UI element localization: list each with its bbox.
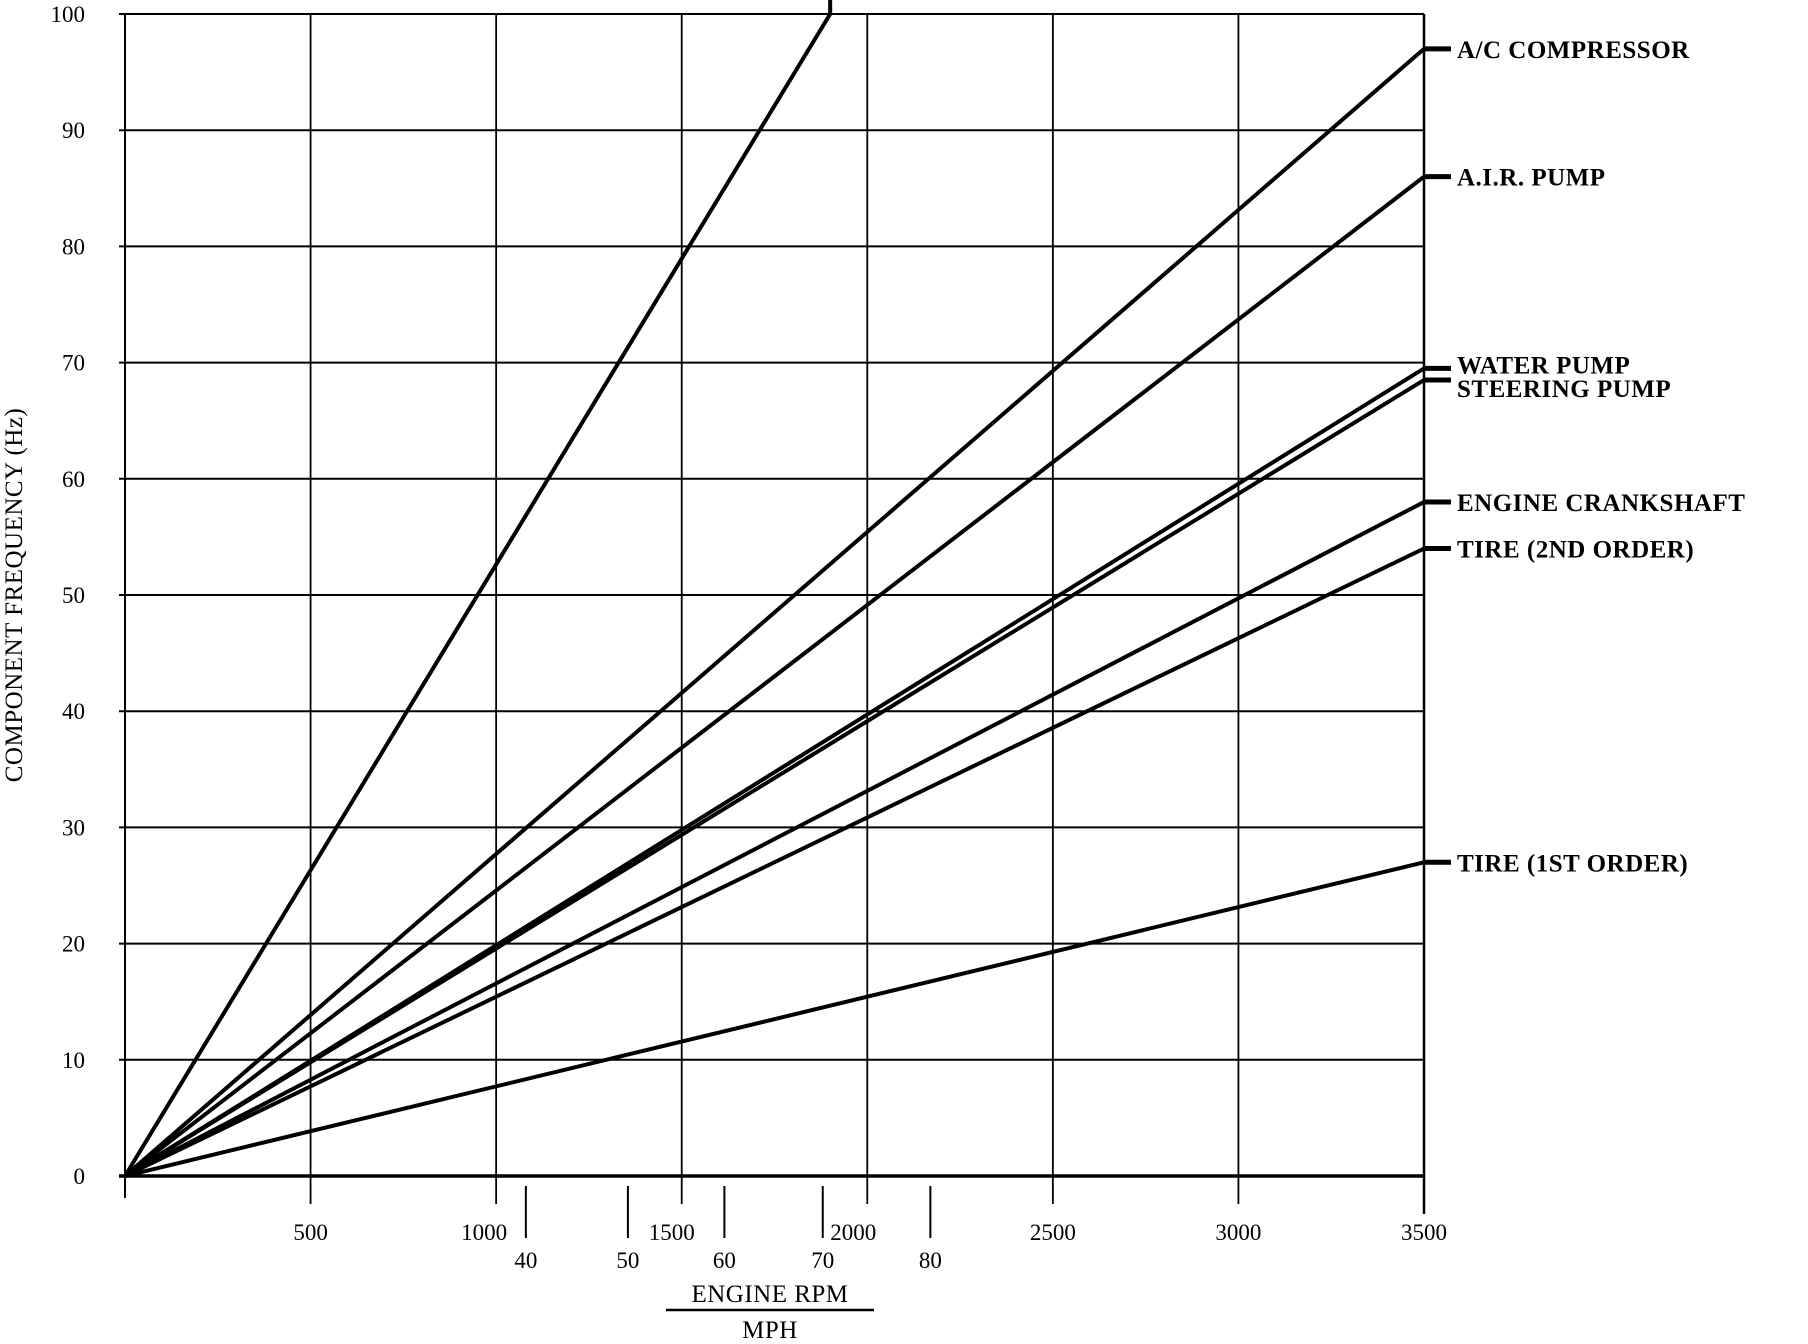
y-tick-label: 100 (51, 2, 86, 27)
y-tick-label: 30 (62, 815, 85, 840)
x-tick-label: 2500 (1030, 1220, 1076, 1245)
y-tick-label: 80 (62, 234, 85, 259)
series-line (123, 378, 1426, 1178)
series-line (123, 860, 1426, 1178)
series-label: A.I.R. PUMP (1457, 165, 1606, 192)
series-label: ENGINE CRANKSHAFT (1457, 490, 1745, 517)
x-axis-ticks: 500 1000 1500 2000 2500 3000 3500 (293, 1220, 1447, 1245)
y-tick-label: 20 (62, 932, 85, 957)
y-tick-label: 0 (74, 1164, 86, 1189)
series-label: STEERING PUMP (1457, 376, 1671, 403)
y-tick-label: 90 (62, 118, 85, 143)
series-line (123, 12, 833, 1178)
grid (119, 13, 1426, 1214)
x-tick-label: 2000 (830, 1220, 876, 1245)
x-tick-label: 3500 (1401, 1220, 1447, 1245)
mph-tick-label: 50 (616, 1248, 639, 1273)
y-tick-label: 60 (62, 467, 85, 492)
x-tick-label: 1500 (649, 1220, 695, 1245)
series-labels: A/C COMPRESSOR A.I.R. PUMP WATER PUMPSTEER… (828, 0, 1745, 877)
series-line (123, 500, 1426, 1178)
series-label: TIRE (1ST ORDER) (1457, 850, 1688, 877)
x-tick-label: 500 (293, 1220, 328, 1245)
y-tick-label: 10 (62, 1048, 85, 1073)
mph-axis: 40 50 60 70 80 (514, 1186, 942, 1273)
series-lines (123, 12, 1426, 1178)
series-line (123, 174, 1426, 1178)
mph-tick-label: 70 (811, 1248, 834, 1273)
mph-tick-label: 60 (713, 1248, 736, 1273)
mph-tick-label: 80 (919, 1248, 942, 1273)
series-label: TIRE (2ND ORDER) (1457, 537, 1694, 564)
series-line (123, 546, 1426, 1178)
x-tick-label: 3000 (1215, 1220, 1261, 1245)
x-axis-secondary-label: MPH (742, 1317, 798, 1344)
y-tick-label: 70 (62, 351, 85, 376)
x-axis-label: ENGINE RPM (691, 1281, 848, 1308)
y-tick-label: 40 (62, 699, 85, 724)
series-line (123, 46, 1426, 1178)
series-label: A/C COMPRESSOR (1457, 37, 1690, 64)
mph-tick-label: 40 (514, 1248, 537, 1273)
y-axis-label: COMPONENT FREQUENCY (Hz) (1, 408, 28, 783)
y-axis-ticks: 0 10 20 30 40 50 60 70 80 90 100 (51, 2, 86, 1189)
x-tick-label: 1000 (461, 1220, 507, 1245)
series-label: WATER PUMP (1457, 352, 1630, 379)
y-tick-label: 50 (62, 583, 85, 608)
